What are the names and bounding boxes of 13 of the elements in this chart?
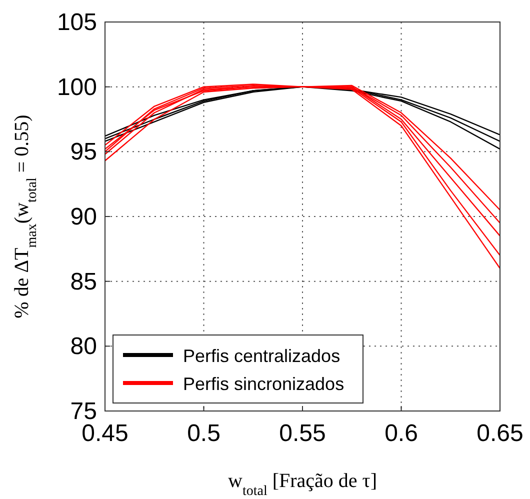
x-axis-title: w$_{total}$ [Fração de τ] [228,470,377,498]
legend-label: Perfis centralizados [183,346,340,366]
y-tick-label: 85 [70,268,97,296]
y-tick-label: 90 [70,204,97,230]
x-tick-label: 0.6 [384,420,418,447]
y-tick-label: 105 [56,9,97,36]
x-tick-label: 0.55 [279,420,326,447]
x-tick-label: 0.65 [476,420,524,447]
y-tick-label: 100 [56,74,97,101]
legend-label: Perfis sincronizados [183,374,344,394]
y-tick-label: 80 [70,333,97,360]
x-tick-label: 0.5 [187,420,220,447]
y-tick-label: 95 [70,138,97,166]
